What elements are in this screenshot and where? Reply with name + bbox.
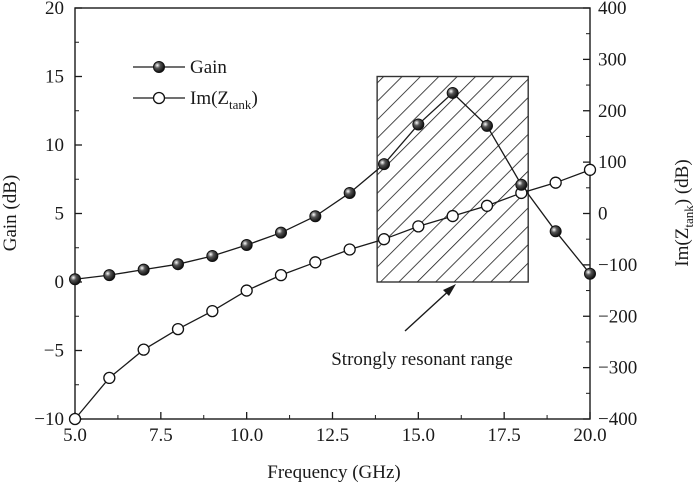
y-right-tick-label: 0 — [598, 204, 608, 225]
im-z-tank-point — [274, 268, 288, 282]
x-tick-label: 12.5 — [316, 425, 349, 446]
y-right-tick-label: −400 — [598, 409, 637, 430]
series-layer — [68, 86, 597, 426]
y-right-tick-label: 100 — [598, 152, 627, 173]
im-z-tank-point — [446, 209, 459, 223]
gain-point — [584, 267, 596, 280]
gain-point — [240, 239, 253, 252]
gain-point — [206, 249, 219, 262]
gain-point — [515, 178, 528, 191]
x-tick-label: 15.0 — [402, 425, 435, 446]
y-left-tick-label: −10 — [34, 409, 64, 430]
im-z-tank-point — [309, 256, 322, 269]
im-z-tank-point — [171, 322, 185, 336]
im-z-tank-point — [377, 233, 391, 246]
y-left-tick-label: 10 — [45, 135, 64, 156]
im-z-tank-point — [137, 343, 150, 356]
y-left-tick-label: 15 — [45, 67, 64, 88]
annotation-label: Strongly resonant range — [331, 349, 513, 370]
y-right-tick-label: −200 — [598, 306, 637, 327]
legend-gain-marker — [153, 61, 165, 73]
gain-point — [69, 273, 81, 286]
y-left-tick-label: 20 — [45, 0, 64, 19]
im-z-tank-point — [68, 412, 82, 426]
im-z-tank-point — [583, 163, 597, 176]
gain-point — [172, 258, 184, 271]
x-axis-title: Frequency (GHz) — [267, 462, 400, 483]
y-axis-right-title: Im(Ztank) (dB) — [672, 159, 696, 266]
gain-point — [549, 225, 562, 238]
gain-point — [481, 119, 493, 132]
y-right-tick-label: −300 — [598, 358, 637, 379]
y-right-tick-label: 400 — [598, 0, 627, 19]
y-right-tick-label: 300 — [598, 49, 627, 70]
y-left-tick-label: −5 — [44, 341, 64, 362]
annotation-arrow — [404, 286, 454, 332]
im-z-tank-line — [74, 169, 591, 420]
y-left-tick-label: 5 — [55, 204, 65, 225]
gain-point — [137, 263, 150, 276]
gain-point — [446, 86, 459, 99]
x-tick-label: 7.5 — [149, 425, 173, 446]
im-z-tank-point — [549, 176, 562, 189]
legend-im-label: Im(Ztank) — [190, 88, 258, 112]
gain-point — [309, 210, 322, 223]
gain-point — [378, 158, 390, 171]
hatched-region-layer — [376, 75, 529, 283]
im-z-tank-point — [480, 199, 494, 212]
hatched-region — [376, 75, 529, 283]
im-z-tank-point — [206, 304, 219, 318]
gain-point — [275, 226, 287, 239]
gain-point — [343, 186, 356, 199]
x-tick-label: 20.0 — [573, 425, 606, 446]
axes: 5.0 7.5 10.0 12.5 15.0 17.5 20.0 −10 −5 0 5 10 15 20 −… — [34, 0, 637, 446]
y-right-tick-label: −100 — [598, 255, 637, 276]
gain-point — [412, 118, 425, 131]
annotation-arrow-head — [443, 284, 456, 296]
im-z-tank-point — [103, 371, 116, 385]
x-tick-label: 5.0 — [63, 425, 87, 446]
y-right-tick-label: 200 — [598, 101, 627, 122]
im-z-tank-point — [240, 284, 253, 297]
legend: Gain Im(Ztank) — [133, 57, 258, 112]
gain-line — [74, 92, 591, 280]
legend-im-marker — [152, 91, 166, 105]
x-tick-label: 17.5 — [488, 425, 521, 446]
gain-point — [103, 269, 116, 282]
legend-gain-label: Gain — [190, 57, 227, 78]
im-z-tank-point — [343, 243, 356, 256]
y-left-tick-label: 0 — [55, 272, 65, 293]
y-axis-left-title: Gain (dB) — [0, 175, 21, 252]
im-z-tank-point — [412, 220, 425, 233]
x-tick-label: 10.0 — [230, 425, 263, 446]
